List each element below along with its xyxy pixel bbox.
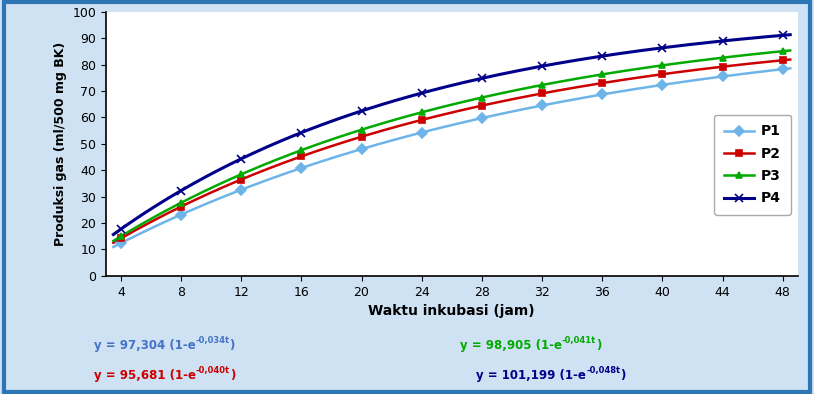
- Text: y = 101,199 (1-e: y = 101,199 (1-e: [476, 369, 586, 382]
- Text: y = 97,304 (1-e: y = 97,304 (1-e: [94, 339, 195, 352]
- Text: -0,034t: -0,034t: [195, 336, 230, 345]
- Text: -0,040t: -0,040t: [195, 366, 230, 375]
- Text: ): ): [620, 369, 626, 382]
- Text: y = 98,905 (1-e: y = 98,905 (1-e: [460, 339, 562, 352]
- Text: ): ): [596, 339, 602, 352]
- Text: ): ): [230, 339, 235, 352]
- Text: -0,041t: -0,041t: [562, 336, 596, 345]
- Legend: P1, P2, P3, P4: P1, P2, P3, P4: [714, 115, 790, 215]
- Text: ): ): [230, 369, 235, 382]
- Y-axis label: Produksi gas (ml/500 mg BK): Produksi gas (ml/500 mg BK): [54, 42, 67, 246]
- Text: -0,048t: -0,048t: [586, 366, 620, 375]
- X-axis label: Waktu inkubasi (jam): Waktu inkubasi (jam): [369, 304, 535, 318]
- Text: y = 95,681 (1-e: y = 95,681 (1-e: [94, 369, 195, 382]
